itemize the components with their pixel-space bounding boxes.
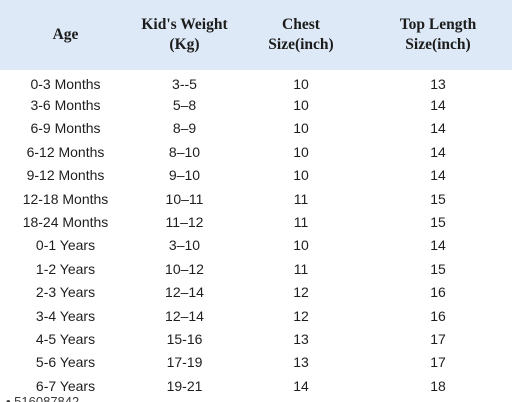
- cell-weight: 19-21: [166, 377, 203, 394]
- table-row: 9-12 Months 9–10 10 14: [0, 164, 512, 187]
- table-row: 6-12 Months 8–10 10 14: [0, 140, 512, 163]
- cell-age: 6-7 Years: [35, 377, 96, 394]
- cell-age: 2-3 Years: [35, 284, 96, 301]
- header-chest: Chest Size(inch): [238, 0, 364, 70]
- cell-weight: 12–14: [165, 307, 204, 324]
- cell-weight: 17-19: [166, 354, 203, 371]
- table-row: 3-6 Months 5–8 10 14: [0, 93, 512, 116]
- cell-chest: 12: [293, 284, 309, 301]
- table-header-row: Age Kid's Weight (Kg) Chest Size(inch) T…: [0, 0, 512, 70]
- cell-top-length: 14: [430, 97, 446, 114]
- cell-top-length: 15: [430, 190, 446, 207]
- cell-age: 3-6 Months: [30, 97, 101, 114]
- cell-top-length: 15: [430, 260, 446, 277]
- table-row: 0-3 Months 3--5 10 13: [0, 70, 512, 93]
- cell-chest: 14: [293, 377, 309, 394]
- cell-weight: 3–10: [168, 237, 201, 254]
- table-row: 12-18 Months 10–11 11 15: [0, 187, 512, 210]
- header-weight-line-2: (Kg): [169, 36, 200, 53]
- cell-top-length: 16: [430, 307, 446, 324]
- cell-chest: 10: [293, 143, 309, 160]
- table-row: 6-7 Years 19-21 14 18: [0, 374, 512, 397]
- cell-weight: 9–10: [168, 167, 201, 184]
- cell-chest: 11: [293, 260, 309, 277]
- cell-weight: 10–12: [165, 260, 204, 277]
- cell-weight: 12–14: [165, 284, 204, 301]
- cell-weight: 3--5: [172, 75, 197, 92]
- cell-chest: 13: [293, 330, 309, 347]
- cell-top-length: 18: [430, 377, 446, 394]
- cell-top-length: 16: [430, 284, 446, 301]
- table-row: 3-4 Years 12–14 12 16: [0, 304, 512, 327]
- cell-weight: 8–9: [172, 120, 197, 137]
- cell-weight: 11–12: [165, 214, 204, 231]
- table-row: 18-24 Months 11–12 11 15: [0, 210, 512, 233]
- cell-weight: 10–11: [165, 190, 204, 207]
- cell-chest: 10: [293, 75, 309, 92]
- table-row: 4-5 Years 15-16 13 17: [0, 327, 512, 350]
- cell-chest: 10: [293, 97, 309, 114]
- cell-top-length: 14: [430, 167, 446, 184]
- cell-age: 6-12 Months: [26, 143, 105, 160]
- table-row: 6-9 Months 8–9 10 14: [0, 117, 512, 140]
- cell-top-length: 17: [430, 354, 446, 371]
- cell-chest: 10: [293, 120, 309, 137]
- cell-chest: 10: [293, 167, 309, 184]
- header-chest-line-2: Size(inch): [268, 36, 334, 53]
- cell-age: 0-1 Years: [35, 237, 96, 254]
- header-age: Age: [0, 0, 131, 70]
- cell-chest: 11: [293, 190, 309, 207]
- cell-top-length: 14: [430, 120, 446, 137]
- cell-chest: 10: [293, 237, 309, 254]
- header-chest-line-1: Chest: [282, 16, 320, 33]
- cell-top-length: 17: [430, 330, 446, 347]
- cell-top-length: 13: [430, 75, 446, 92]
- header-age-line: Age: [52, 26, 79, 43]
- header-top-line-2: Size(inch): [405, 36, 471, 53]
- cell-age: 1-2 Years: [35, 260, 96, 277]
- cell-chest: 12: [293, 307, 309, 324]
- header-weight-line-1: Kid's Weight: [141, 16, 228, 33]
- table-row: 2-3 Years 12–14 12 16: [0, 281, 512, 304]
- cut-off-footer-text: • 516087842: [6, 395, 79, 402]
- table-row: 1-2 Years 10–12 11 15: [0, 257, 512, 280]
- header-top-line-1: Top Length: [399, 16, 477, 33]
- cell-top-length: 14: [430, 237, 446, 254]
- cell-age: 4-5 Years: [35, 330, 96, 347]
- table-row: 5-6 Years 17-19 13 17: [0, 351, 512, 374]
- cell-chest: 13: [293, 354, 309, 371]
- cell-weight: 15-16: [166, 330, 203, 347]
- table-row: 0-1 Years 3–10 10 14: [0, 234, 512, 257]
- cell-age: 9-12 Months: [26, 167, 105, 184]
- cell-age: 0-3 Months: [30, 75, 101, 92]
- table-body: 0-3 Months 3--5 10 13 3-6 Months 5–8 10 …: [0, 70, 512, 397]
- cell-age: 5-6 Years: [35, 354, 96, 371]
- cell-top-length: 15: [430, 214, 446, 231]
- cell-age: 6-9 Months: [30, 120, 101, 137]
- header-top-length: Top Length Size(inch): [364, 0, 512, 70]
- cell-age: 18-24 Months: [22, 214, 109, 231]
- header-weight: Kid's Weight (Kg): [131, 0, 238, 70]
- cell-weight: 8–10: [168, 143, 201, 160]
- cell-age: 12-18 Months: [22, 190, 109, 207]
- cell-age: 3-4 Years: [35, 307, 96, 324]
- cell-weight: 5–8: [172, 97, 197, 114]
- cell-top-length: 14: [430, 143, 446, 160]
- cell-chest: 11: [293, 214, 309, 231]
